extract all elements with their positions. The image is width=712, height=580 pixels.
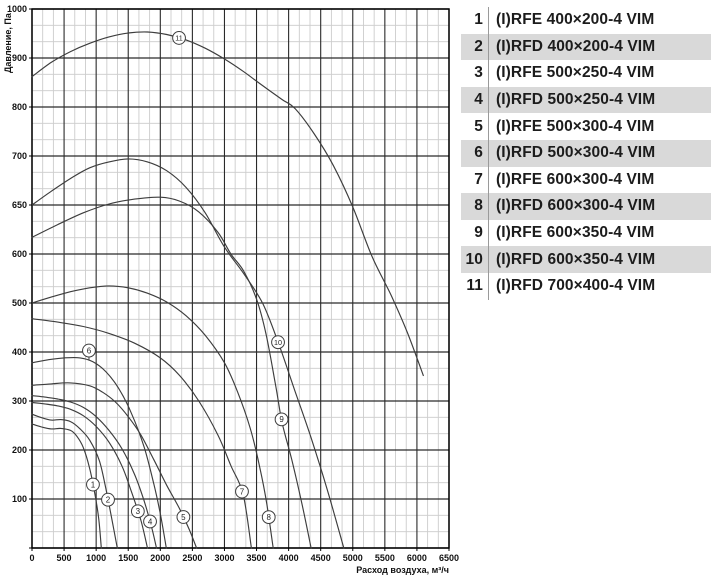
legend-row: 11 (I)RFD 700×400-4 VIM — [461, 272, 711, 300]
legend-row-label: (I)RFD 400×200-4 VIM — [488, 33, 711, 61]
y-axis-title: Давление, Па — [3, 12, 13, 73]
legend-row-number: 2 — [474, 37, 483, 55]
curve-number-label: 7 — [240, 487, 245, 496]
x-tick-label: 2000 — [150, 553, 170, 563]
legend-row-number: 7 — [474, 170, 483, 188]
x-tick-label: 4000 — [279, 553, 299, 563]
legend-row-label: (I)RFE 600×300-4 VIM — [488, 166, 711, 194]
curve-number-label: 1 — [91, 480, 96, 489]
x-axis-title: Расход воздуха, м³/ч — [356, 565, 449, 575]
curve-number-circle — [130, 504, 145, 519]
legend-row-label: (I)RFE 600×350-4 VIM — [488, 219, 711, 247]
legend-row-number: 3 — [474, 64, 483, 82]
curve-number-circle — [261, 510, 276, 525]
curve-number-label: 9 — [279, 415, 284, 424]
curve-number-label: 4 — [148, 517, 153, 526]
x-tick-label: 3000 — [214, 553, 234, 563]
curve-4 — [31, 395, 158, 549]
curve-10 — [31, 158, 345, 549]
y-tick-label: 200 — [12, 445, 27, 455]
legend-row: 5 (I)RFE 500×300-4 VIM — [461, 113, 711, 140]
legend-row-number: 11 — [466, 277, 483, 295]
x-tick-label: 0 — [29, 553, 34, 563]
x-tick-label: 2500 — [182, 553, 202, 563]
x-tick-label: 1500 — [118, 553, 138, 563]
legend-row: 2 (I)RFD 400×200-4 VIM — [461, 33, 711, 61]
curve-number-circle — [172, 31, 186, 45]
curve-5 — [31, 382, 198, 549]
curve-number-label: 10 — [274, 338, 282, 347]
curve-number-label: 5 — [181, 513, 186, 522]
plot-border — [31, 8, 450, 549]
x-tick-label: 5500 — [375, 553, 395, 563]
legend-row-label: (I)RFD 600×350-4 VIM — [488, 246, 711, 273]
legend-row: 10 (I)RFD 600×350-4 VIM — [461, 246, 711, 273]
y-tick-label: 900 — [12, 53, 27, 63]
curve-number-label: 6 — [87, 346, 92, 355]
curve-number-circle — [101, 492, 115, 507]
curve-number-circle — [143, 514, 157, 529]
curve-1 — [31, 423, 102, 549]
legend-row-number: 6 — [474, 144, 483, 162]
legend-row: 4 (I)RFD 500×250-4 VIM — [461, 86, 711, 114]
curve-9 — [31, 196, 312, 549]
legend-row-number: 8 — [474, 197, 483, 215]
legend-row: 9 (I)RFE 600×350-4 VIM — [461, 219, 711, 247]
curve-number-label: 2 — [106, 496, 111, 505]
y-tick-label: 700 — [12, 151, 27, 161]
legend-row-label: (I)RFE 500×300-4 VIM — [488, 113, 711, 140]
legend-row-number: 10 — [465, 250, 483, 268]
x-tick-label: 6500 — [439, 553, 459, 563]
x-tick-label: 1000 — [86, 553, 106, 563]
legend-row-number: 5 — [474, 117, 483, 135]
fan-performance-chart: 0 500 1000 1500 2000 2500 3000 3500 4000 4500 5000… — [3, 4, 459, 575]
x-tick-label: 5000 — [343, 553, 363, 563]
curve-3 — [31, 401, 149, 549]
curve-6 — [31, 356, 167, 549]
curve-number-circle — [235, 484, 249, 499]
curve-number-label: 3 — [136, 507, 141, 516]
curve-number-label: 8 — [267, 513, 272, 522]
y-tick-label: 300 — [12, 396, 27, 406]
curve-number-circle — [86, 477, 100, 492]
curve-number-circle — [176, 510, 191, 524]
x-tick-label: 6000 — [407, 553, 427, 563]
chart-canvas: 0 500 1000 1500 2000 2500 3000 3500 4000 4500 5000… — [3, 4, 459, 575]
legend-row-label: (I)RFD 500×300-4 VIM — [488, 139, 711, 167]
legend-row: 8 (I)RFD 600×300-4 VIM — [461, 193, 711, 220]
legend-row-number: 9 — [474, 224, 483, 242]
model-legend-table: 1 (I)RFE 400×200-4 VIM 2 (I)RFD 400×200-4 V… — [461, 7, 711, 300]
legend-row-label: (I)RFE 400×200-4 VIM — [488, 7, 711, 34]
x-tick-label: 500 — [57, 553, 72, 563]
y-tick-label: 1000 — [7, 4, 27, 14]
curve-7 — [31, 318, 252, 549]
curve-number-label: 11 — [175, 34, 182, 43]
curve-number-circle — [271, 335, 285, 350]
y-tick-label: 500 — [12, 298, 27, 308]
legend-row-label: (I)RFD 700×400-4 VIM — [488, 272, 711, 300]
curve-number-circle — [274, 412, 289, 427]
legend-row: 3 (I)RFE 500×250-4 VIM — [461, 60, 711, 87]
x-tick-label: 4500 — [311, 553, 331, 563]
legend-row-label: (I)RFE 500×250-4 VIM — [488, 60, 711, 87]
curve-11 — [31, 31, 424, 377]
legend-row: 7 (I)RFE 600×300-4 VIM — [461, 166, 711, 194]
y-tick-label: 400 — [12, 347, 27, 357]
y-tick-label: 600 — [12, 249, 27, 259]
y-tick-label: 100 — [12, 494, 27, 504]
y-tick-label: 800 — [12, 102, 27, 112]
legend-row-number: 4 — [474, 91, 483, 109]
legend-row-number: 1 — [474, 11, 483, 29]
legend-row: 1 (I)RFE 400×200-4 VIM — [461, 7, 711, 34]
legend-row: 6 (I)RFD 500×300-4 VIM — [461, 139, 711, 167]
y-tick-label: 650 — [12, 200, 27, 210]
x-tick-label: 3500 — [247, 553, 267, 563]
curve-number-circle — [82, 343, 96, 358]
legend-row-label: (I)RFD 500×250-4 VIM — [488, 86, 711, 114]
curve-8 — [31, 285, 274, 549]
legend-row-label: (I)RFD 600×300-4 VIM — [488, 193, 711, 220]
